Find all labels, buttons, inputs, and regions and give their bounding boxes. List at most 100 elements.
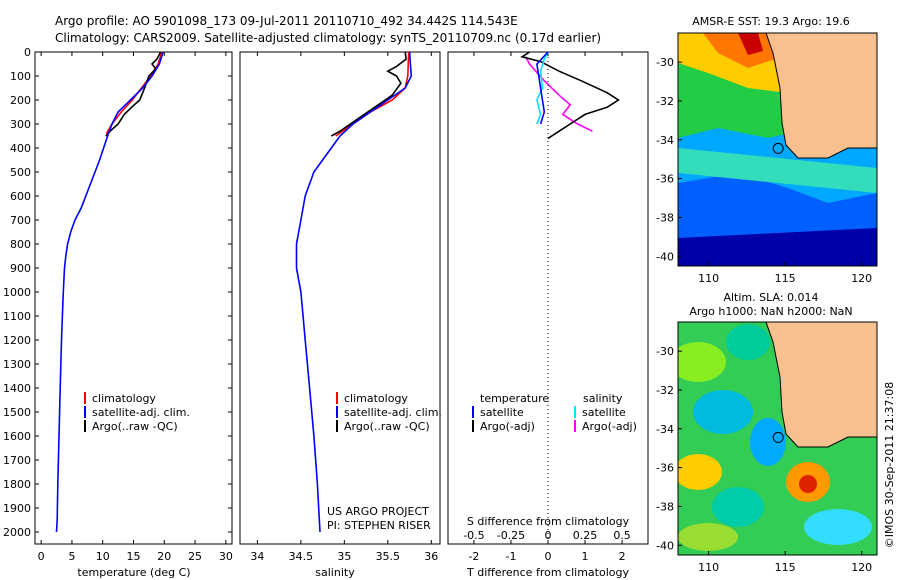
- y-tick-label: 1300: [3, 358, 31, 371]
- map-y-tick-label: -38: [656, 211, 674, 224]
- argo-location-marker: [772, 142, 784, 154]
- sst-title: AMSR-E SST: 19.3 Argo: 19.6: [692, 15, 850, 28]
- land-mass: [765, 33, 877, 159]
- s-satellite-line: [536, 51, 549, 125]
- legend-argo-label: Argo(..raw -QC): [92, 420, 178, 433]
- x-tick-label: 34: [250, 550, 264, 563]
- map-y-tick-label: -30: [656, 345, 674, 358]
- y-tick-label: 600: [10, 190, 31, 203]
- temperature-xlabel: temperature (deg C): [77, 566, 190, 579]
- y-tick-label: 500: [10, 166, 31, 179]
- x-tick-label: -1: [505, 550, 516, 563]
- sst-front: [678, 148, 877, 193]
- x-tick-label: 0: [38, 550, 45, 563]
- s-tick-label: 0.25: [573, 529, 598, 542]
- t-difference-xlabel: T difference from climatology: [466, 566, 629, 579]
- legend-t-satellite-label: satellite: [480, 406, 524, 419]
- sla-blob: [693, 390, 753, 434]
- t-argo-line: [520, 51, 620, 140]
- x-tick-label: 5: [68, 550, 75, 563]
- map-x-tick-label: 110: [698, 561, 719, 574]
- x-tick-label: 0: [545, 550, 552, 563]
- y-tick-label: 1900: [3, 502, 31, 515]
- sla-blob: [804, 509, 872, 545]
- y-tick-label: 0: [24, 46, 31, 59]
- map-y-tick-label: -36: [656, 462, 674, 475]
- y-tick-label: 1600: [3, 430, 31, 443]
- map-y-tick-label: -40: [656, 250, 674, 263]
- argo-line: [105, 51, 162, 137]
- sla-map: Altim. SLA: 0.014 Argo h1000: NaN h2000:…: [656, 291, 878, 574]
- x-tick-label: 15: [127, 550, 141, 563]
- salinity-axes-box: [239, 51, 441, 545]
- difference-xticks: -2 -1 0 1 2 -0.5 -0.25 0 0.25 0.5: [463, 52, 631, 563]
- difference-series: [520, 51, 620, 140]
- x-tick-label: 30: [219, 550, 233, 563]
- title-line-2: Climatology: CARS2009. Satellite-adjuste…: [55, 31, 601, 45]
- salinity-panel: 34 34.5 35 35.5 36 salinity climatology sate…: [239, 51, 442, 579]
- x-tick-label: 36: [424, 550, 438, 563]
- satellite-line: [295, 51, 413, 533]
- salinity-xticks: 34 34.5 35 35.5 36: [250, 52, 438, 563]
- y-tick-label: 100: [10, 70, 31, 83]
- difference-panel: -2 -1 0 1 2 -0.5 -0.25 0 0.25 0.5 S difference fr…: [447, 51, 649, 579]
- x-tick-label: 34.5: [289, 550, 314, 563]
- t-satellite-line: [536, 51, 549, 125]
- title-line-1: Argo profile: AO 5901098_173 09-Jul-2011…: [55, 14, 518, 28]
- sla-blob: [750, 418, 786, 466]
- x-tick-label: 25: [188, 550, 202, 563]
- x-tick-label: -2: [468, 550, 479, 563]
- map-x-tick-label: 120: [851, 561, 872, 574]
- legend-t-argo-label: Argo(-adj): [480, 420, 535, 433]
- legend-satellite-label: satellite-adj. clim.: [92, 406, 190, 419]
- y-tick-label: 800: [10, 238, 31, 251]
- map-y-tick-label: -32: [656, 95, 674, 108]
- pi-label: PI: STEPHEN RISER: [327, 519, 431, 532]
- map-y-tick-label: -38: [656, 500, 674, 513]
- legend-temperature-heading: temperature: [480, 392, 549, 405]
- x-tick-label: 35.5: [376, 550, 401, 563]
- map-x-tick-label: 110: [698, 272, 719, 285]
- sst-peak: [738, 33, 763, 55]
- sla-title-1: Altim. SLA: 0.014: [723, 291, 818, 304]
- salinity-xlabel: salinity: [315, 566, 355, 579]
- s-tick-label: -0.25: [497, 529, 525, 542]
- satellite-line: [55, 51, 164, 533]
- y-tick-label: 200: [10, 94, 31, 107]
- sst-frame: [677, 32, 878, 267]
- sla-blob: [678, 523, 738, 551]
- s-tick-label: 0.5: [613, 529, 631, 542]
- x-tick-label: 20: [157, 550, 171, 563]
- map-x-tick-label: 115: [775, 561, 796, 574]
- legend-s-argo-label: Argo(-adj): [582, 420, 637, 433]
- legend-s-satellite-label: satellite: [582, 406, 626, 419]
- argo-line: [330, 51, 407, 137]
- y-tick-label: 900: [10, 262, 31, 275]
- y-tick-label: 400: [10, 142, 31, 155]
- x-tick-label: 1: [582, 550, 589, 563]
- map-y-tick-label: -34: [656, 134, 674, 147]
- legend-argo-label: Argo(..raw -QC): [344, 420, 430, 433]
- y-tick-label: 1500: [3, 406, 31, 419]
- temperature-legend: climatology satellite-adj. clim. Argo(..…: [84, 392, 190, 433]
- y-tick-label: 1800: [3, 478, 31, 491]
- sla-ticks: 110 115 120 -30 -32 -34 -36 -38 -40: [656, 345, 872, 574]
- climatology-line: [105, 51, 163, 135]
- temperature-axes-box: [34, 51, 233, 545]
- map-y-tick-label: -36: [656, 173, 674, 186]
- credit-label: ©IMOS 30-Sep-2011 21:37:08: [883, 382, 896, 548]
- y-tick-label: 1700: [3, 454, 31, 467]
- sla-frame: [677, 321, 878, 556]
- difference-legend: temperature satellite Argo(-adj) salinit…: [472, 392, 637, 433]
- s-tick-label: 0: [545, 529, 552, 542]
- x-tick-label: 35: [337, 550, 351, 563]
- s-tick-label: -0.5: [463, 529, 484, 542]
- sla-title-2: Argo h1000: NaN h2000: NaN: [689, 305, 852, 318]
- sla-blob: [726, 324, 770, 360]
- sst-deep-blue-band: [678, 173, 877, 238]
- temperature-xticks: 0 5 10 15 20 25 30: [38, 52, 233, 563]
- sla-blob: [678, 454, 722, 490]
- sst-image: [678, 33, 877, 266]
- sla-image: [678, 322, 877, 555]
